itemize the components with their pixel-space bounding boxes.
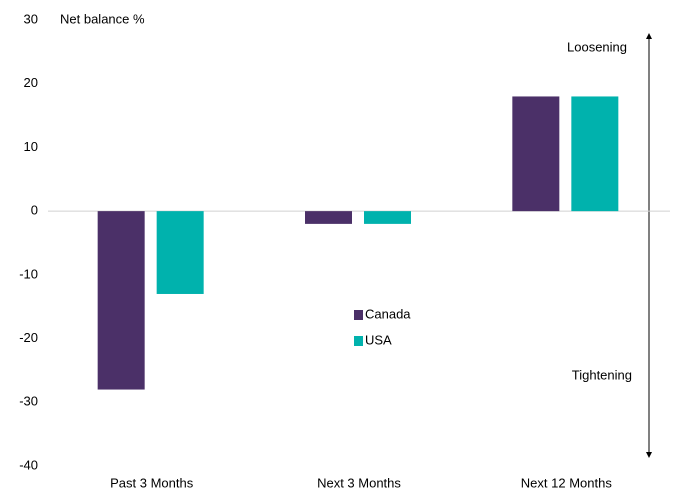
y-tick-label: -40 bbox=[19, 457, 38, 472]
y-tick-label: -30 bbox=[19, 394, 38, 409]
bar bbox=[97, 211, 145, 390]
bar bbox=[305, 211, 352, 224]
legend-swatch bbox=[354, 310, 363, 320]
legend-label: USA bbox=[365, 332, 392, 347]
bar bbox=[512, 96, 560, 212]
bar bbox=[571, 96, 619, 212]
y-tick-label: -10 bbox=[19, 266, 38, 281]
y-axis-label: Net balance % bbox=[60, 11, 145, 26]
y-tick-label: -20 bbox=[19, 330, 38, 345]
y-tick-label: 20 bbox=[24, 75, 38, 90]
x-tick-label: Past 3 Months bbox=[110, 475, 194, 490]
y-tick-label: 10 bbox=[24, 139, 38, 154]
bar bbox=[156, 211, 204, 294]
y-tick-label: 30 bbox=[24, 11, 38, 26]
x-tick-label: Next 12 Months bbox=[521, 475, 613, 490]
legend-swatch bbox=[354, 336, 363, 346]
legend-label: Canada bbox=[365, 306, 411, 321]
annotation: Loosening bbox=[567, 39, 627, 54]
x-tick-label: Next 3 Months bbox=[317, 475, 401, 490]
bar bbox=[364, 211, 411, 224]
y-tick-label: 0 bbox=[31, 203, 38, 218]
annotation: Tightening bbox=[572, 367, 632, 382]
